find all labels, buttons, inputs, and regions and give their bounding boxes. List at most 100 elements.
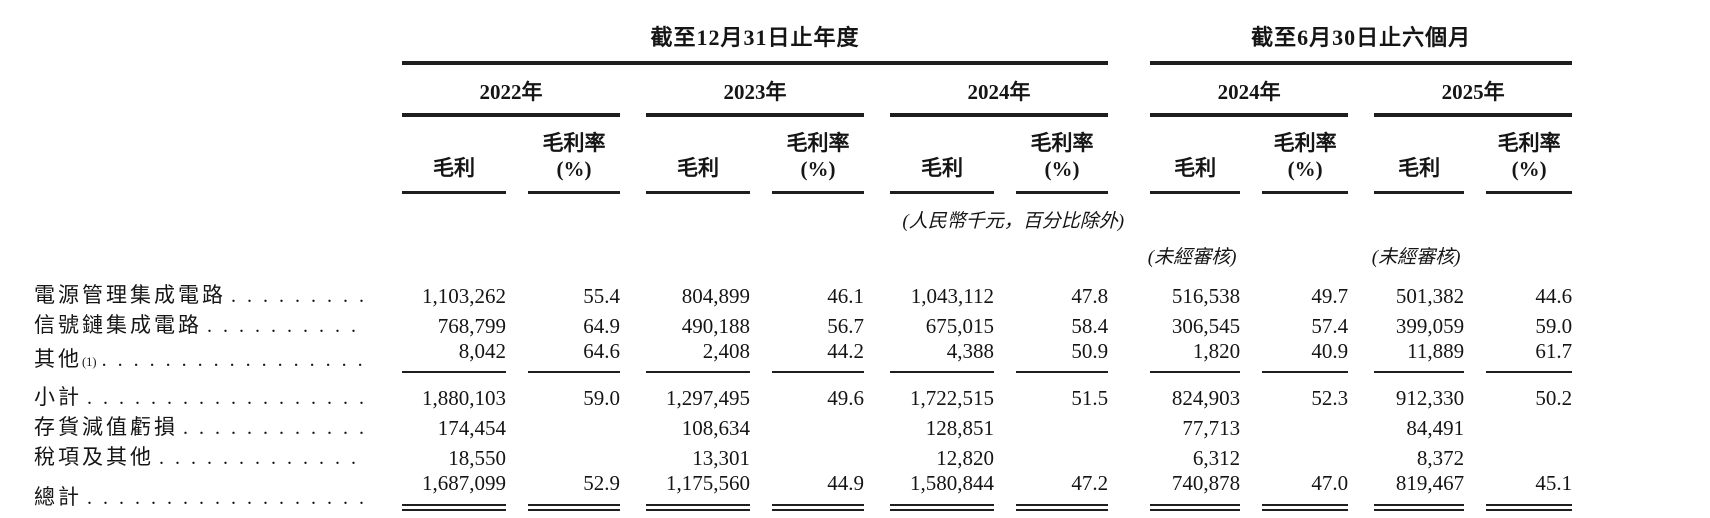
row-label: 存貨減值虧損	[34, 415, 178, 439]
cell-value: 804,899	[681, 284, 750, 308]
cell-value: 174,454	[437, 416, 506, 440]
cell-value: 501,382	[1395, 284, 1465, 308]
cell-value: 1,103,262	[422, 284, 506, 308]
cell-value: 8,042	[402, 339, 506, 373]
column-header-gross-margin: 毛利率(%)	[1016, 117, 1109, 194]
row-label: 稅項及其他	[34, 445, 154, 469]
cell-value: 40.9	[1262, 339, 1349, 373]
cell-value: 12,820	[936, 446, 994, 470]
dot-leader: . . . . . . . . . . . . . . . . . . . . …	[87, 387, 364, 409]
section-gap	[1108, 20, 1124, 65]
cell-value	[1486, 416, 1572, 441]
table-row: 稅項及其他. . . . . . . . . . . . . . . . . .…	[34, 441, 1572, 471]
cell-value: 59.0	[583, 386, 620, 410]
cell-value	[1262, 446, 1348, 471]
table-row: 總計. . . . . . . . . . . . . . . . . . . …	[34, 471, 1573, 511]
column-header-gross-profit: 毛利	[1150, 142, 1241, 194]
column-header-gross-profit: 毛利	[402, 142, 506, 194]
cell-value: 47.0	[1262, 471, 1349, 511]
year-header-2022: 2022年	[402, 65, 620, 117]
dot-leader: . . . . . . . . . . . . . . . . . . . . …	[231, 285, 364, 307]
section-gap	[1108, 309, 1124, 339]
year-header-2023: 2023年	[646, 65, 864, 117]
section-gap	[1108, 373, 1124, 411]
cell-value: 1,687,099	[402, 471, 506, 511]
cell-value: 44.2	[772, 339, 864, 373]
table-row: 信號鏈集成電路. . . . . . . . . . . . . . . . .…	[34, 309, 1572, 339]
cell-value: 58.4	[1071, 314, 1109, 338]
table-row: 小計. . . . . . . . . . . . . . . . . . . …	[34, 373, 1572, 411]
cell-value	[1016, 446, 1108, 471]
cell-value: 84,491	[1406, 416, 1465, 440]
gross-profit-table: 截至12月31日止年度 截至6月30日止六個月 2022年 2023年 2024…	[34, 20, 1573, 511]
column-header-gross-margin: 毛利率(%)	[528, 117, 620, 194]
cell-value: 56.7	[827, 314, 864, 338]
year-header-interim-2025: 2025年	[1374, 65, 1573, 117]
table-row: 電源管理集成電路. . . . . . . . . . . . . . . . …	[34, 269, 1572, 309]
cell-value: 64.6	[528, 339, 620, 373]
period-group-interim: 截至6月30日止六個月	[1150, 20, 1573, 65]
section-gap	[1108, 471, 1124, 511]
table-body: 電源管理集成電路. . . . . . . . . . . . . . . . …	[34, 269, 1573, 511]
column-header-gross-profit: 毛利	[646, 142, 750, 194]
cell-value: 306,545	[1171, 314, 1241, 338]
row-label: 小計	[34, 385, 82, 409]
row-label: 信號鏈集成電路	[34, 313, 202, 337]
dot-leader: . . . . . . . . . . . . . . . . . . . . …	[87, 487, 364, 509]
cell-value: 819,467	[1374, 471, 1465, 511]
cell-value: 1,043,112	[910, 284, 994, 308]
cell-value: 516,538	[1171, 284, 1241, 308]
cell-value: 49.7	[1311, 284, 1349, 308]
cell-value: 61.7	[1486, 339, 1573, 373]
table-row: 存貨減值虧損. . . . . . . . . . . . . . . . . …	[34, 411, 1572, 441]
cell-value: 57.4	[1311, 314, 1349, 338]
cell-value: 18,550	[448, 446, 506, 470]
cell-value	[772, 446, 864, 471]
section-gap	[1108, 411, 1124, 441]
cell-value: 6,312	[1192, 446, 1241, 470]
cell-value	[1016, 416, 1108, 441]
cell-value: 1,820	[1150, 339, 1241, 373]
unit-note: (人民幣千元，百分比除外)	[902, 211, 1125, 232]
cell-value: 44.9	[772, 471, 864, 511]
cell-value: 1,297,495	[666, 386, 750, 410]
cell-value: 1,722,515	[910, 386, 994, 410]
period-group-row: 截至12月31日止年度 截至6月30日止六個月	[34, 20, 1573, 65]
cell-value: 2,408	[646, 339, 750, 373]
year-header-row: 2022年 2023年 2024年 2024年 2025年	[34, 65, 1573, 117]
cell-value: 1,880,103	[422, 386, 506, 410]
cell-value: 768,799	[437, 314, 506, 338]
unit-note-row: (人民幣千元，百分比除外)	[34, 194, 1572, 233]
cell-value: 11,889	[1374, 339, 1465, 373]
cell-value	[528, 446, 620, 471]
column-header-gross-margin: 毛利率(%)	[1486, 117, 1573, 194]
cell-value	[1486, 446, 1572, 471]
row-label: 電源管理集成電路	[34, 283, 226, 307]
table-row: 其他(1). . . . . . . . . . . . . . . . . .…	[34, 339, 1573, 373]
cell-value: 824,903	[1171, 386, 1241, 410]
cell-value	[1262, 416, 1348, 441]
dot-leader: . . . . . . . . . . . . . . . . . . . . …	[183, 417, 364, 439]
cell-value: 4,388	[890, 339, 994, 373]
cell-value: 675,015	[925, 314, 994, 338]
cell-value: 77,713	[1182, 416, 1241, 440]
cell-value: 47.2	[1016, 471, 1109, 511]
row-label: 其他	[34, 347, 82, 371]
cell-value: 740,878	[1150, 471, 1241, 511]
cell-value: 49.6	[827, 386, 864, 410]
cell-value: 1,175,560	[646, 471, 750, 511]
cell-value: 8,372	[1416, 446, 1465, 470]
cell-value: 108,634	[681, 416, 750, 440]
cell-value: 52.3	[1311, 386, 1349, 410]
year-header-2024: 2024年	[890, 65, 1109, 117]
cell-value: 912,330	[1395, 386, 1465, 410]
cell-value: 128,851	[925, 416, 994, 440]
column-header-gross-margin: 毛利率(%)	[772, 117, 864, 194]
section-gap	[1108, 339, 1124, 373]
cell-value: 59.0	[1535, 314, 1573, 338]
label-column-spacer	[34, 20, 376, 65]
cell-value: 51.5	[1071, 386, 1109, 410]
cell-value: 64.9	[583, 314, 620, 338]
cell-value	[528, 416, 620, 441]
